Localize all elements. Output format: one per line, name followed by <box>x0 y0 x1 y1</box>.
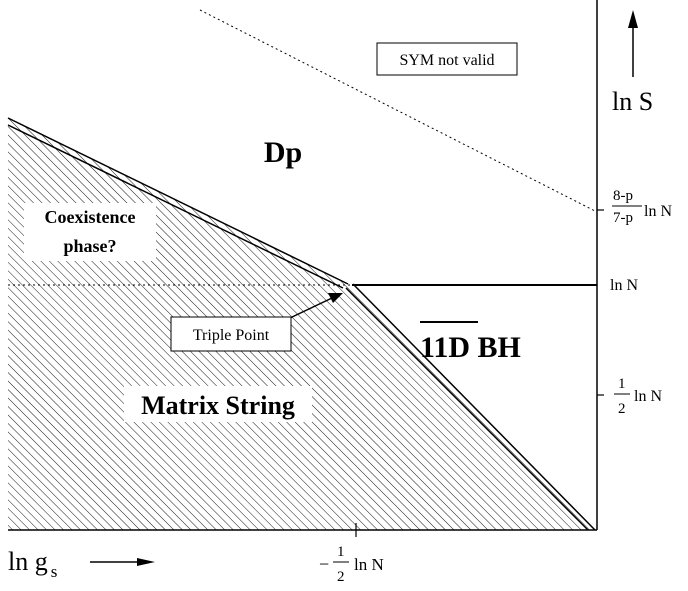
bh-boundary-line-inner <box>345 287 589 531</box>
sym-not-valid-box <box>376 42 518 76</box>
y-tick-half-denominator: 2 <box>618 401 626 417</box>
y-axis-label: ln S <box>612 87 653 116</box>
sym-not-valid-label: SYM not valid <box>399 52 494 69</box>
x-tick-sign: − <box>319 554 329 574</box>
triple-point-pointer <box>289 297 333 319</box>
x-axis-label-subscript: s <box>51 562 58 581</box>
bh-boundary-line-outer <box>352 283 596 531</box>
right-arrow-icon <box>137 558 155 566</box>
matrix-string-label-bg <box>124 386 312 422</box>
triple-point-arrow-icon <box>328 293 343 303</box>
up-arrow-icon <box>628 10 638 28</box>
coexistence-label-bg <box>24 203 156 261</box>
coexistence-label-line1: Coexistence <box>45 207 136 227</box>
y-tick-ln-n: ln N <box>610 277 638 294</box>
triple-point-box <box>170 316 292 352</box>
y-tick-frac-numerator: 8-p <box>613 188 633 204</box>
triple-point-label: Triple Point <box>193 327 270 344</box>
x-axis-label-base: ln g <box>8 547 48 576</box>
coexistence-label-line2: phase? <box>63 236 116 256</box>
dp-boundary-line-inner <box>7 124 344 289</box>
y-tick-half-numerator: 1 <box>618 376 626 392</box>
hatched-region <box>8 118 590 530</box>
y-tick-frac-suffix: ln N <box>644 203 672 220</box>
matrix-string-label: Matrix String <box>141 391 295 420</box>
sym-validity-line <box>199 9 598 213</box>
dp-region-label: Dp <box>264 136 302 169</box>
y-tick-frac-denominator: 7-p <box>613 210 633 226</box>
y-tick-half-suffix: ln N <box>634 388 662 405</box>
dp-boundary-line-outer <box>7 117 349 285</box>
x-tick-numerator: 1 <box>337 544 345 560</box>
x-tick-denominator: 2 <box>337 569 345 585</box>
x-tick-suffix: ln N <box>354 555 384 574</box>
bh-11d-region-label: 11D BH <box>420 331 521 364</box>
